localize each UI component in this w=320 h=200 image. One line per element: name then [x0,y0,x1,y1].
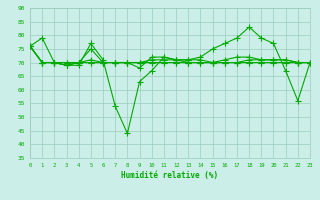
X-axis label: Humidité relative (%): Humidité relative (%) [121,171,219,180]
